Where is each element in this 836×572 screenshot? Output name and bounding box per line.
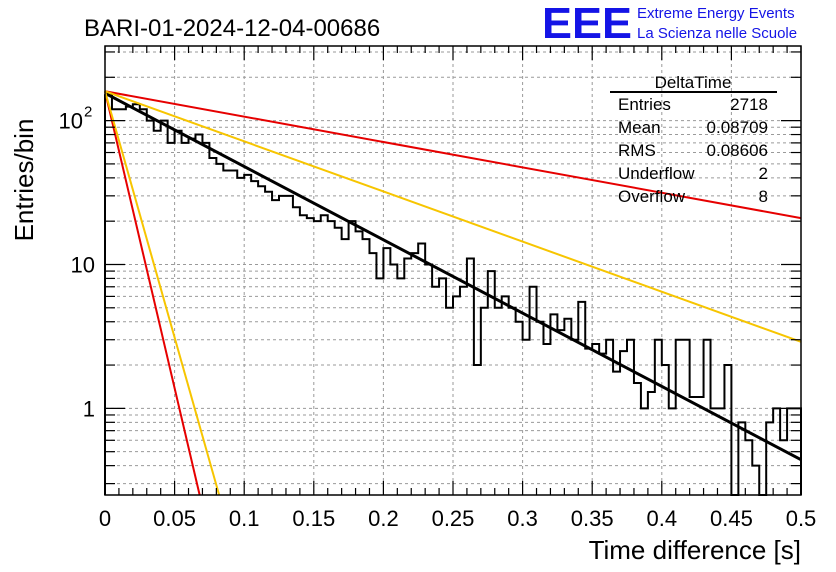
series-fit	[104, 91, 802, 462]
logo-line1: Extreme Energy Events	[637, 5, 795, 22]
stats-label-entries: Entries	[618, 95, 671, 114]
stats-value-overflow: 8	[759, 187, 768, 206]
y-tick-label-base-2: 10	[59, 109, 83, 134]
series-lines	[104, 90, 802, 496]
stats-value-rms: 0.08606	[707, 141, 768, 160]
stats-value-underflow: 2	[759, 164, 768, 183]
series-rate-lower-fast	[104, 91, 201, 496]
x-tick-label-6: 0.3	[507, 506, 538, 531]
logo-mark: EEE	[542, 0, 632, 48]
series-rate-upper-mid	[104, 90, 802, 343]
x-tick-label-0: 0	[99, 506, 111, 531]
axis-ticks	[104, 46, 802, 495]
series-rate-lower-mid	[104, 90, 221, 496]
x-tick-label-2: 0.1	[229, 506, 260, 531]
series-rate-upper-slow	[104, 90, 802, 220]
y-tick-label-base-1: 10	[71, 252, 95, 277]
x-tick-label-8: 0.4	[647, 506, 678, 531]
stats-value-mean: 0.08709	[707, 118, 768, 137]
x-axis-label: Time difference [s]	[589, 535, 801, 565]
stats-label-underflow: Underflow	[618, 164, 695, 183]
y-tick-label-0: 1	[83, 396, 95, 421]
x-tick-label-10: 0.5	[786, 506, 817, 531]
y-tick-label-2: 10 2	[59, 104, 93, 134]
x-tick-labels: 0 0.05 0.1 0.15 0.2 0.25 0.3 0.35 0.4 0.45 0.5	[99, 506, 816, 531]
x-tick-label-3: 0.15	[292, 506, 335, 531]
stats-box: DeltaTime Entries 2718 Mean 0.08709 RMS …	[610, 73, 777, 206]
stats-label-overflow: Overflow	[618, 187, 686, 206]
chart-title: BARI-01-2024-12-04-00686	[84, 15, 380, 42]
x-tick-label-5: 0.25	[432, 506, 475, 531]
x-tick-label-1: 0.05	[153, 506, 196, 531]
y-axis-label: Entries/bin	[9, 119, 39, 242]
x-tick-label-9: 0.45	[710, 506, 753, 531]
y-tick-label-base-0: 1	[83, 396, 95, 421]
histogram-outline	[104, 94, 802, 496]
histogram	[104, 94, 802, 496]
stats-label-mean: Mean	[618, 118, 661, 137]
x-tick-label-7: 0.35	[571, 506, 614, 531]
stats-value-entries: 2718	[730, 95, 768, 114]
x-tick-label-4: 0.2	[368, 506, 399, 531]
y-tick-label-1: 10	[71, 252, 95, 277]
stats-label-rms: RMS	[618, 141, 656, 160]
stats-title: DeltaTime	[655, 73, 732, 92]
y-tick-label-exp-2: 2	[84, 104, 92, 121]
logo-line2: La Scienza nelle Scuole	[637, 25, 797, 42]
